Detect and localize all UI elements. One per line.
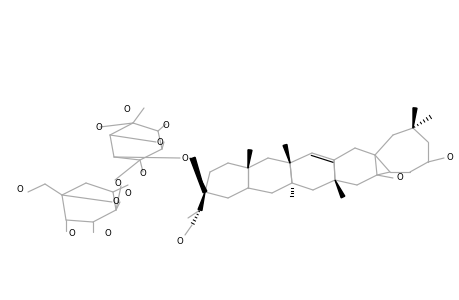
Text: O: O <box>112 197 119 206</box>
Text: O: O <box>123 104 130 113</box>
Text: O: O <box>162 121 169 130</box>
Polygon shape <box>190 158 207 193</box>
Polygon shape <box>412 108 416 128</box>
Polygon shape <box>247 150 252 168</box>
Text: O: O <box>68 229 75 238</box>
Text: O: O <box>176 238 183 247</box>
Polygon shape <box>198 192 205 211</box>
Text: O: O <box>124 188 131 197</box>
Text: O: O <box>156 137 163 146</box>
Text: O: O <box>95 122 102 131</box>
Polygon shape <box>190 157 205 192</box>
Text: O: O <box>17 184 23 194</box>
Text: O: O <box>140 169 146 178</box>
Text: O: O <box>104 230 111 238</box>
Text: O: O <box>396 173 403 182</box>
Text: O: O <box>114 178 121 188</box>
Polygon shape <box>334 180 344 198</box>
Text: O: O <box>181 154 188 163</box>
Text: O: O <box>446 152 453 161</box>
Polygon shape <box>282 145 289 163</box>
